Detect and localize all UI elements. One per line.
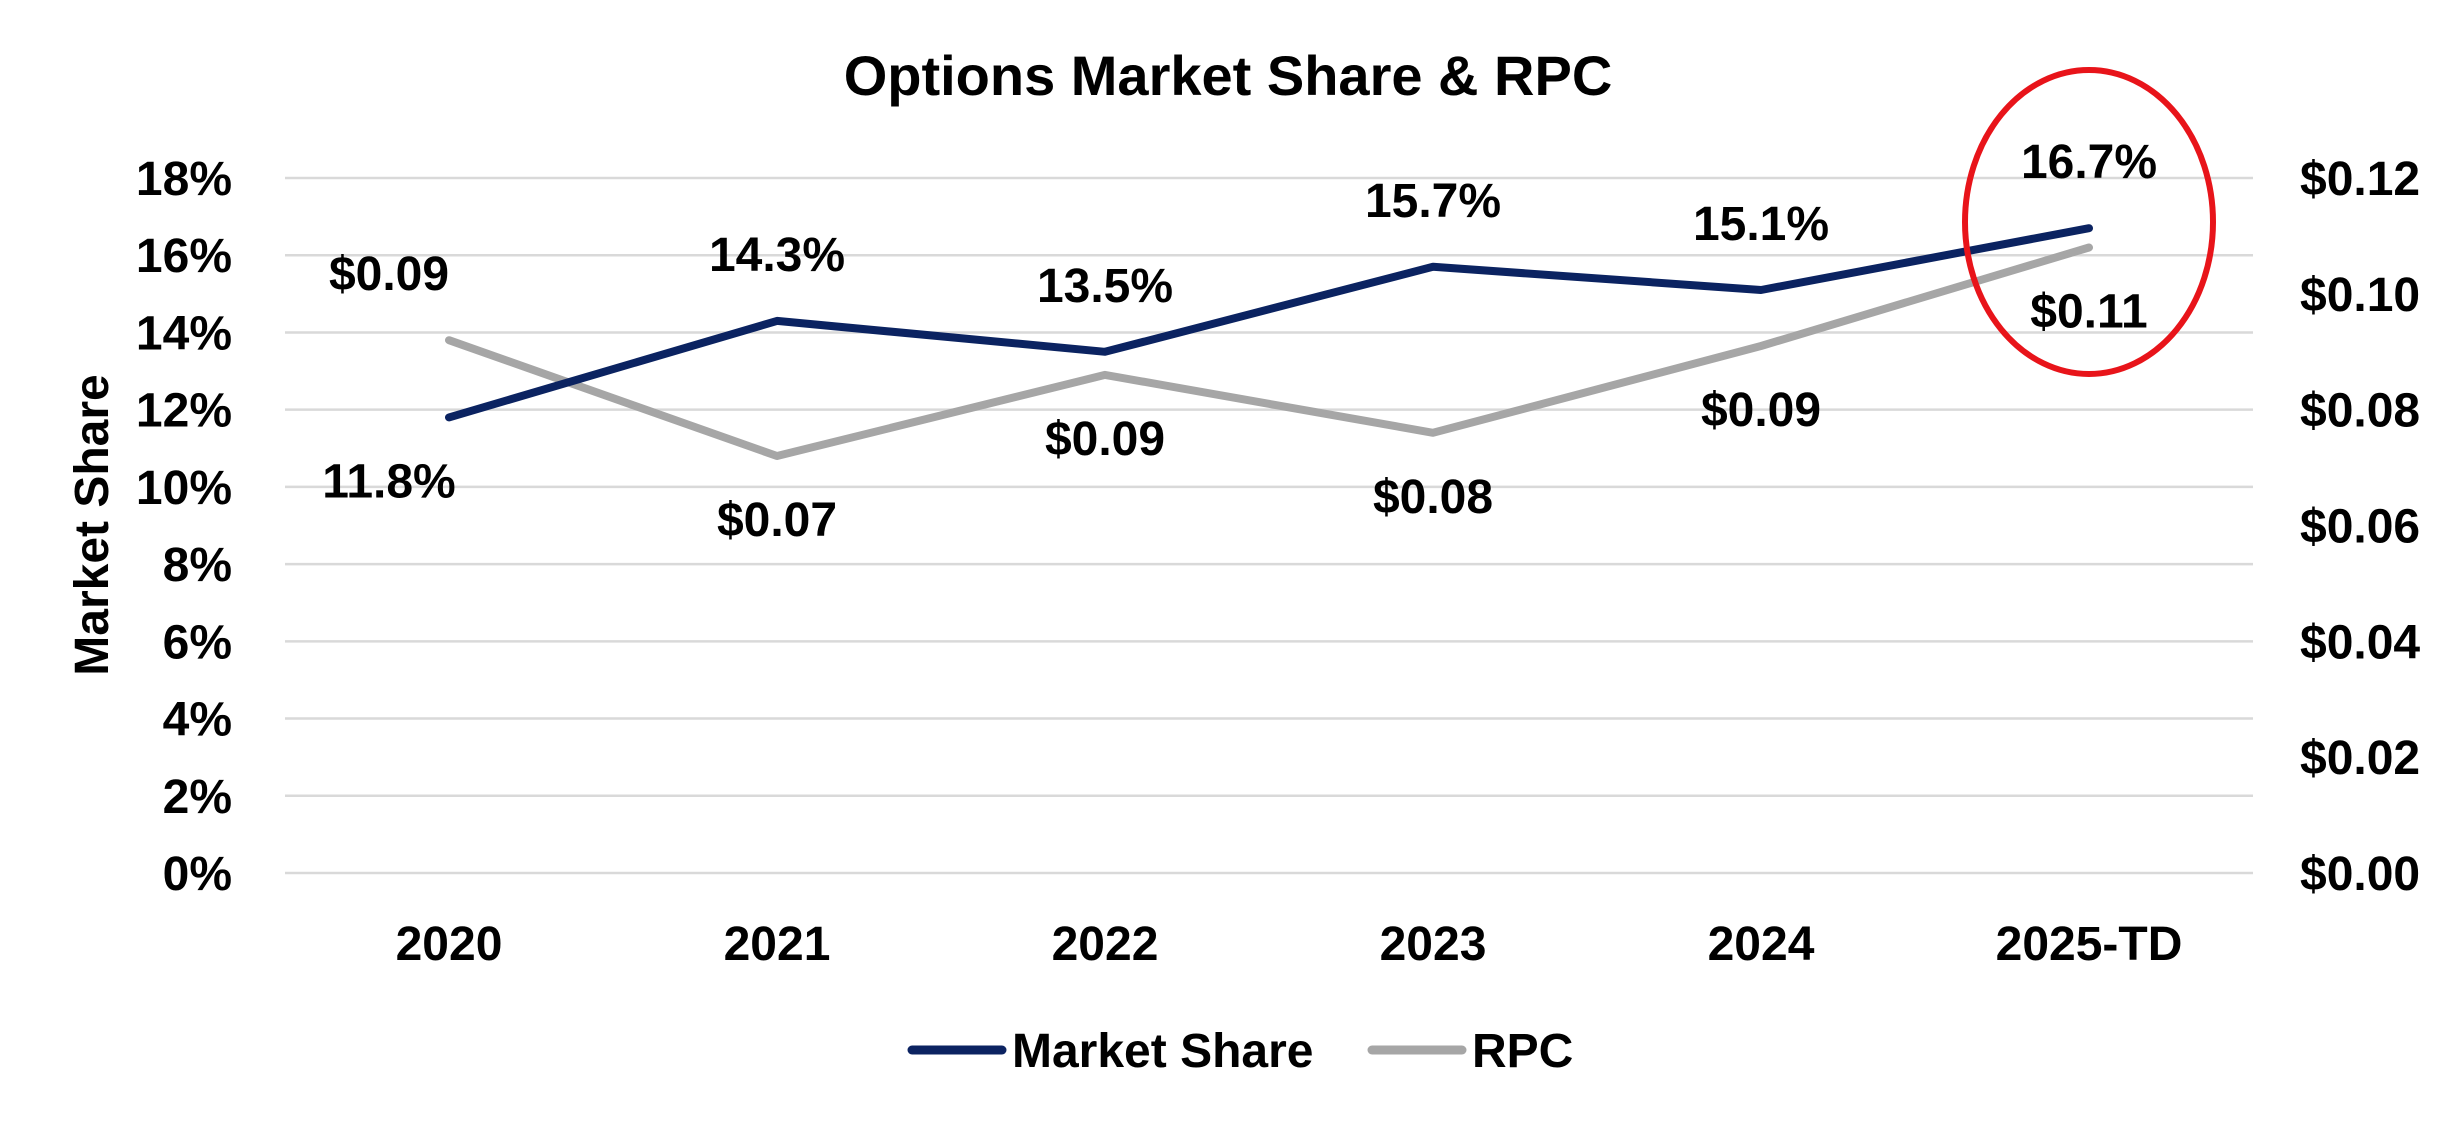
x-tick-label: 2020 bbox=[396, 918, 503, 971]
x-axis: 2020 2021 2022 2023 2024 2025-TD bbox=[396, 918, 2183, 971]
data-label-market-share: 15.1% bbox=[1693, 198, 1829, 251]
y-axis-left: 0% 2% 4% 6% 8% 10% 12% 14% 16% 18% bbox=[136, 153, 232, 901]
data-label-market-share: 11.8% bbox=[322, 455, 455, 508]
y2-tick-label: $0.10 bbox=[2300, 269, 2420, 322]
x-tick-label: 2021 bbox=[724, 918, 831, 971]
highlight-ellipse bbox=[1962, 67, 2216, 377]
x-tick-label: 2025-TD bbox=[1996, 918, 2183, 971]
legend-label-market-share: Market Share bbox=[1012, 1025, 1313, 1078]
x-tick-label: 2024 bbox=[1708, 918, 1815, 971]
y-tick-label: 0% bbox=[163, 848, 232, 901]
y-tick-label: 16% bbox=[136, 230, 232, 283]
x-tick-label: 2023 bbox=[1380, 918, 1487, 971]
y-tick-label: 6% bbox=[163, 616, 232, 669]
annotation-layer bbox=[1962, 67, 2216, 377]
data-labels: 11.8% 14.3% 13.5% 15.7% 15.1% 16.7% $0.09 $0.07… bbox=[322, 136, 2157, 547]
legend: Market Share RPC bbox=[907, 1025, 1573, 1078]
data-label-market-share: 15.7% bbox=[1365, 175, 1501, 228]
x-tick-label: 2022 bbox=[1052, 918, 1159, 971]
y2-tick-label: $0.04 bbox=[2300, 616, 2420, 669]
y-tick-label: 12% bbox=[136, 385, 232, 438]
series-line-market-share bbox=[445, 224, 2093, 422]
data-label-market-share: 14.3% bbox=[709, 229, 845, 282]
y-tick-label: 18% bbox=[136, 153, 232, 206]
data-label-rpc: $0.09 bbox=[1045, 413, 1165, 466]
y2-tick-label: $0.06 bbox=[2300, 501, 2420, 554]
y-axis-title: Market Share bbox=[66, 374, 119, 675]
series-layer bbox=[445, 224, 2093, 460]
chart-title: Options Market Share & RPC bbox=[844, 44, 1613, 107]
data-label-rpc: $0.09 bbox=[1701, 384, 1821, 437]
gridlines bbox=[285, 176, 2253, 875]
y2-tick-label: $0.08 bbox=[2300, 385, 2420, 438]
data-label-rpc: $0.08 bbox=[1373, 471, 1493, 524]
y-tick-label: 8% bbox=[163, 539, 232, 592]
y2-tick-label: $0.12 bbox=[2300, 153, 2420, 206]
data-label-rpc: $0.11 bbox=[2030, 286, 2147, 339]
series-line-rpc bbox=[445, 243, 2093, 460]
y-tick-label: 2% bbox=[163, 771, 232, 824]
y2-tick-label: $0.02 bbox=[2300, 732, 2420, 785]
data-label-rpc: $0.07 bbox=[717, 494, 837, 547]
data-label-market-share: 16.7% bbox=[2021, 136, 2157, 189]
y-tick-label: 4% bbox=[163, 694, 232, 747]
legend-label-rpc: RPC bbox=[1472, 1025, 1573, 1078]
data-label-market-share: 13.5% bbox=[1037, 260, 1173, 313]
y-axis-right: $0.00 $0.02 $0.04 $0.06 $0.08 $0.10 $0.12 bbox=[2300, 153, 2420, 901]
y-tick-label: 14% bbox=[136, 307, 232, 360]
y-tick-label: 10% bbox=[136, 462, 232, 515]
data-label-rpc: $0.09 bbox=[329, 248, 449, 301]
y2-tick-label: $0.00 bbox=[2300, 848, 2420, 901]
